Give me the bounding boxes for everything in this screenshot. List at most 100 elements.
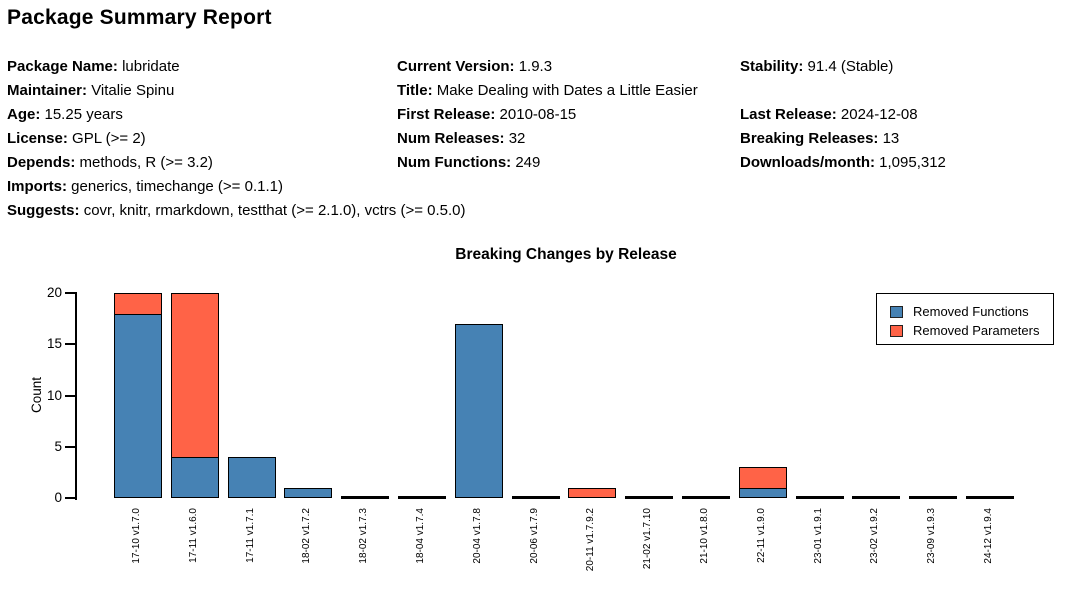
x-tick-label-18-02-v1-7-2: 18-02 v1.7.2 — [301, 508, 313, 564]
meta-label-title: Title: — [397, 82, 437, 99]
meta-value-age: 15.25 years — [44, 106, 123, 123]
bar-zero-23-02-v1-9-2 — [852, 496, 901, 499]
meta-label-num-functions: Num Functions: — [397, 154, 516, 171]
x-tick-label-20-04-v1-7-8: 20-04 v1.7.8 — [471, 508, 483, 564]
y-tick-15 — [65, 343, 76, 346]
meta-label-num-releases: Num Releases: — [397, 130, 509, 147]
meta-value-last-release: 2024-12-08 — [840, 106, 918, 123]
y-tick-0 — [65, 497, 76, 499]
chart-legend: Removed Functions Removed Parameters — [876, 293, 1054, 345]
bar-segment-removed-functions — [454, 323, 503, 498]
meta-label-suggests: Suggests: — [7, 202, 84, 219]
meta-value-breaking-releases: 13 — [882, 130, 900, 147]
x-tick-label-24-12-v1-9-4: 24-12 v1.9.4 — [983, 508, 994, 564]
bar-22-11-v1-9-0 — [738, 467, 787, 498]
bar-segment-removed-parameters — [738, 467, 787, 488]
meta-value-title: Make Dealing with Dates a Little Easier — [436, 82, 698, 99]
meta-label-first-release: First Release: — [397, 106, 500, 123]
meta-field-current-version: Current Version: 1.9.3 — [397, 57, 552, 76]
y-tick-label-0: 0 — [54, 490, 62, 505]
meta-label-age: Age: — [7, 106, 45, 123]
meta-value-num-releases: 32 — [508, 130, 526, 147]
bar-zero-23-09-v1-9-3 — [909, 496, 958, 499]
bar-zero-18-02-v1-7-3 — [341, 496, 390, 499]
meta-field-breaking-releases: Breaking Releases: 13 — [740, 129, 899, 148]
meta-label-license: License: — [7, 130, 73, 147]
bar-segment-removed-parameters — [170, 293, 219, 457]
meta-value-license: GPL (>= 2) — [72, 130, 146, 147]
meta-field-last-release: Last Release: 2024-12-08 — [740, 105, 918, 124]
meta-value-current-version: 1.9.3 — [518, 58, 553, 75]
chart-title: Breaking Changes by Release — [455, 246, 677, 263]
bar-17-11-v1-6-0 — [170, 293, 219, 498]
legend-swatch-removed-functions — [890, 305, 903, 318]
legend-item-removed-functions: Removed Functions — [890, 302, 1053, 321]
meta-value-maintainer: Vitalie Spinu — [91, 82, 175, 99]
meta-field-suggests: Suggests: covr, knitr, rmarkdown, testth… — [7, 201, 466, 220]
x-tick-label-23-02-v1-9-2: 23-02 v1.9.2 — [869, 508, 881, 564]
meta-label-last-release: Last Release: — [740, 106, 841, 123]
bar-zero-23-01-v1-9-1 — [795, 496, 844, 499]
y-tick-20 — [65, 292, 76, 294]
x-tick-label-23-09-v1-9-3: 23-09 v1.9.3 — [926, 508, 938, 564]
meta-field-first-release: First Release: 2010-08-15 — [397, 105, 576, 124]
bar-zero-24-12-v1-9-4 — [966, 496, 1014, 499]
legend-label-removed-functions: Removed Functions — [913, 303, 1029, 319]
bar-20-04-v1-7-8 — [454, 323, 503, 498]
meta-field-maintainer: Maintainer: Vitalie Spinu — [7, 81, 174, 100]
meta-field-num-functions: Num Functions: 249 — [397, 153, 540, 172]
bar-17-10-v1-7-0 — [114, 293, 162, 498]
meta-label-package-name: Package Name: — [7, 58, 123, 75]
meta-label-stability: Stability: — [740, 58, 808, 75]
legend-label-removed-parameters: Removed Parameters — [913, 322, 1040, 338]
bar-segment-removed-functions — [170, 457, 219, 498]
x-tick-label-21-02-v1-7-10: 21-02 v1.7.10 — [642, 508, 654, 570]
bar-zero-20-06-v1-7-9 — [511, 496, 560, 499]
bar-segment-removed-functions — [738, 487, 787, 498]
y-tick-label-10: 10 — [46, 387, 62, 403]
bar-zero-18-04-v1-7-4 — [398, 496, 446, 499]
meta-label-downloads-month: Downloads/month: — [740, 154, 880, 171]
bar-18-02-v1-7-2 — [284, 487, 333, 498]
meta-field-depends: Depends: methods, R (>= 3.2) — [7, 153, 213, 172]
meta-field-imports: Imports: generics, timechange (>= 0.1.1) — [7, 177, 283, 196]
meta-value-downloads-month: 1,095,312 — [879, 154, 946, 171]
meta-label-breaking-releases: Breaking Releases: — [740, 130, 883, 147]
meta-label-current-version: Current Version: — [397, 58, 519, 75]
meta-field-num-releases: Num Releases: 32 — [397, 129, 525, 148]
meta-field-downloads-month: Downloads/month: 1,095,312 — [740, 153, 946, 172]
x-tick-label-17-11-v1-7-1: 17-11 v1.7.1 — [244, 508, 256, 563]
bar-segment-removed-parameters — [568, 487, 617, 498]
y-tick-label-15: 15 — [46, 336, 62, 352]
meta-label-imports: Imports: — [7, 178, 72, 195]
meta-value-first-release: 2010-08-15 — [499, 106, 577, 123]
meta-value-stability: 91.4 (Stable) — [807, 58, 894, 75]
x-tick-label-18-04-v1-7-4: 18-04 v1.7.4 — [415, 508, 426, 564]
meta-field-age: Age: 15.25 years — [7, 105, 123, 124]
x-tick-label-20-11-v1-7-9-2: 20-11 v1.7.9.2 — [585, 508, 597, 572]
x-tick-label-21-10-v1-8-0: 21-10 v1.8.0 — [699, 508, 710, 564]
meta-value-suggests: covr, knitr, rmarkdown, testthat (>= 2.1… — [83, 202, 466, 219]
x-tick-label-17-11-v1-6-0: 17-11 v1.6.0 — [187, 508, 199, 563]
meta-field-license: License: GPL (>= 2) — [7, 129, 146, 148]
bar-zero-21-02-v1-7-10 — [625, 496, 674, 499]
meta-field-package-name: Package Name: lubridate — [7, 57, 180, 76]
y-tick-label-5: 5 — [54, 438, 62, 454]
meta-value-depends: methods, R (>= 3.2) — [79, 154, 213, 171]
y-tick-10 — [65, 394, 76, 397]
bar-segment-removed-functions — [227, 457, 276, 498]
legend-swatch-removed-parameters — [890, 324, 903, 337]
meta-label-maintainer: Maintainer: — [7, 82, 92, 99]
bar-20-11-v1-7-9-2 — [568, 487, 617, 498]
x-tick-label-22-11-v1-9-0: 22-11 v1.9.0 — [755, 508, 767, 563]
meta-value-num-functions: 249 — [515, 154, 541, 171]
x-tick-label-18-02-v1-7-3: 18-02 v1.7.3 — [358, 508, 370, 564]
y-axis-line — [75, 292, 77, 500]
page-title: Package Summary Report — [7, 6, 272, 29]
bar-segment-removed-functions — [284, 487, 333, 498]
y-tick-5 — [65, 445, 76, 448]
meta-label-depends: Depends: — [7, 154, 80, 171]
x-tick-label-17-10-v1-7-0: 17-10 v1.7.0 — [131, 508, 142, 564]
bar-segment-removed-parameters — [114, 293, 162, 314]
